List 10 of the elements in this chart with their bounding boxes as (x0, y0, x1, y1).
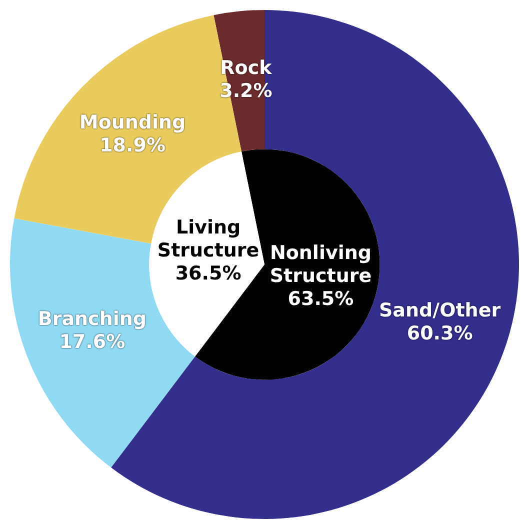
data-label: 18.9% (100, 134, 166, 156)
data-label: 17.6% (59, 330, 126, 353)
slice-label: Sand/Other (379, 300, 502, 322)
data-label: 60.3% (406, 322, 473, 345)
slice-label: Living Structure (157, 216, 260, 262)
slice-label: Mounding (79, 111, 186, 134)
data-label: 63.5% (288, 288, 354, 310)
slice-label: Branching (38, 308, 146, 330)
data-label: 36.5% (175, 262, 242, 285)
slice-label: Nonliving Structure (270, 242, 372, 288)
